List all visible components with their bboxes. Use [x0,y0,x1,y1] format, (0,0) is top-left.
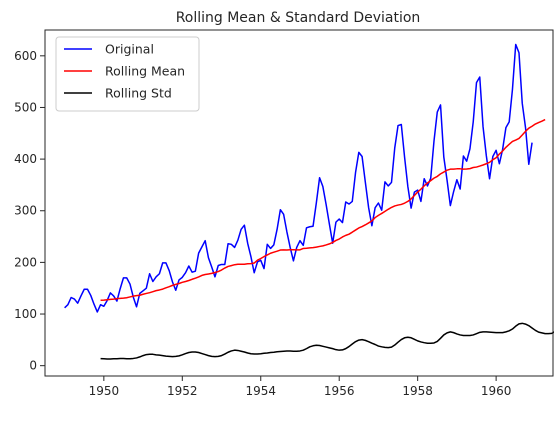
y-tick-label: 500 [14,100,37,114]
legend-label: Rolling Mean [105,64,185,79]
series-line-original [64,43,533,313]
y-tick-label: 200 [14,255,37,269]
legend: Original Rolling Mean Rolling Std [55,36,200,112]
axes-frame [44,29,554,377]
x-tick-label: 1952 [167,384,198,398]
x-axis: 1950 1952 1954 1956 1958 1960 [89,376,512,398]
series-line-rolling-std [100,322,554,360]
y-tick-label: 400 [14,152,37,166]
plot-area [64,43,554,360]
y-tick-label: 300 [14,204,37,218]
legend-label: Original [105,42,154,57]
series-line-rolling-mean [100,118,546,301]
y-tick-label: 0 [29,359,37,373]
x-tick-label: 1950 [89,384,120,398]
chart-title: Rolling Mean & Standard Deviation [176,10,421,26]
legend-label: Rolling Std [105,86,172,101]
x-tick-label: 1958 [402,384,433,398]
y-tick-label: 100 [14,307,37,321]
y-axis: 0 100 200 300 400 500 600 [14,49,45,373]
x-tick-label: 1960 [481,384,512,398]
y-tick-label: 600 [14,49,37,63]
x-tick-label: 1956 [324,384,355,398]
x-tick-label: 1954 [245,384,276,398]
